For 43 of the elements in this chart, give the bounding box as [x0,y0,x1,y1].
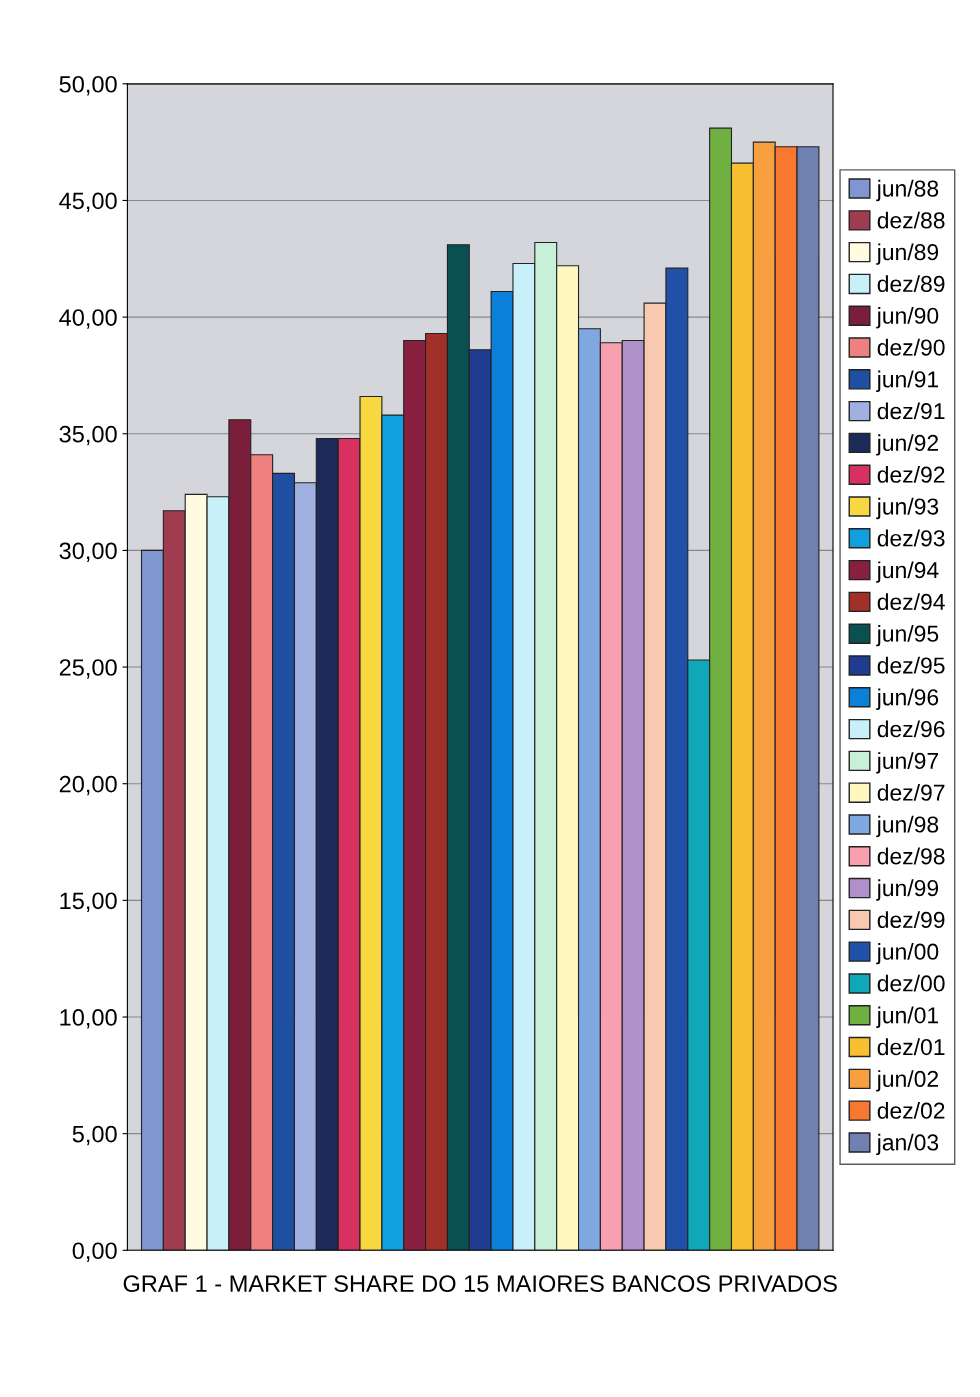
y-tick-label: 35,00 [59,425,117,446]
x-axis-title: GRAF 1 - MARKET SHARE DO 15 MAIORES BANCOS PRIVADOS [123,1275,837,1292]
legend-label: dez/96 [877,720,945,738]
legend-label: dez/97 [877,783,945,801]
legend-label: jun/91 [876,370,939,392]
legend-label: jun/95 [876,624,939,647]
legend-label: jun/88 [876,179,939,202]
legend-label: jun/92 [876,434,939,456]
y-tick-label: 0,00 [72,1242,117,1262]
legend-label: jun/01 [876,1006,939,1028]
legend-label: dez/02 [877,1101,945,1119]
legend-label: dez/98 [877,847,945,865]
legend-label: dez/93 [877,529,945,547]
legend-label: jan/03 [876,1133,939,1156]
legend-label: dez/94 [877,593,945,611]
legend-label: jun/98 [876,815,939,838]
y-tick-label: 10,00 [60,1009,117,1029]
legend-label: dez/99 [877,911,945,928]
y-tick-label: 30,00 [59,542,117,562]
legend-label: jun/89 [876,243,939,265]
y-tick-label: 15,00 [60,892,117,912]
legend-label: dez/00 [877,974,945,992]
legend-label: dez/90 [877,338,945,356]
legend-label: dez/92 [877,466,945,483]
legend-label: jun/96 [876,688,939,710]
legend-label: dez/88 [877,211,945,229]
y-tick-label: 40,00 [59,309,117,329]
legend-label: dez/91 [877,402,945,420]
legend-label: jun/97 [876,752,939,774]
legend-label: dez/89 [877,275,945,293]
legend-label: jun/99 [876,879,939,901]
legend-label: dez/01 [877,1038,945,1056]
legend-label: jun/90 [876,307,939,329]
y-tick-label: 50,00 [59,75,117,96]
legend-label: jun/94 [876,561,939,583]
y-tick-label: 45,00 [59,192,117,213]
y-tick-label: 5,00 [72,1125,117,1146]
y-tick-label: 20,00 [59,775,117,796]
legend-label: dez/95 [877,656,945,674]
y-tick-label: 25,00 [59,659,117,679]
legend-label: jun/02 [876,1070,939,1092]
legend-label: jun/00 [876,942,939,965]
legend-label: jun/93 [876,497,939,520]
